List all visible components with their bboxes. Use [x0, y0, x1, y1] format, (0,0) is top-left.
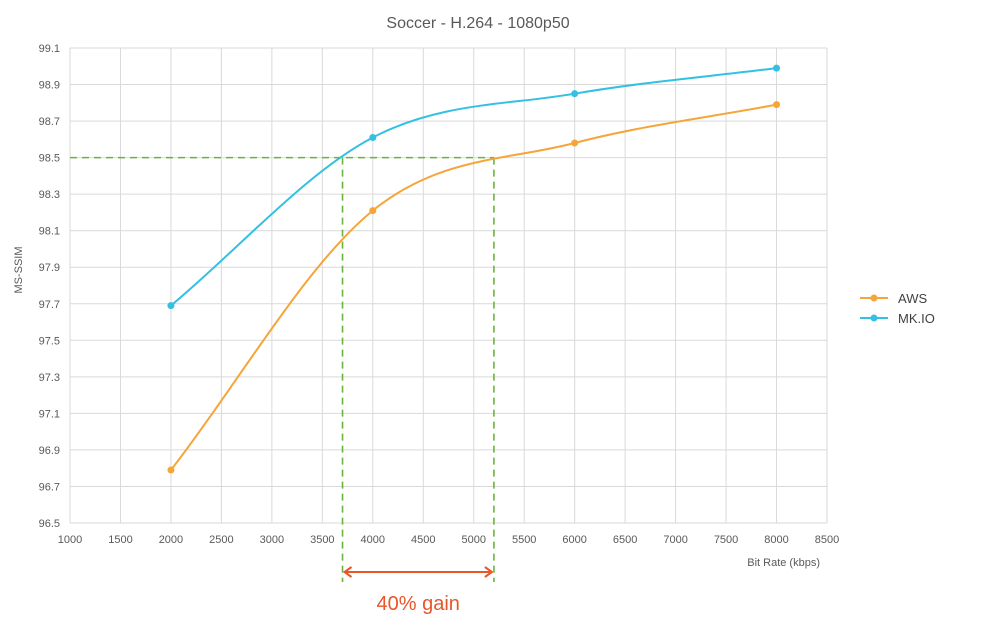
reference-lines: [70, 156, 495, 582]
series-line-mk-io: [170, 67, 777, 307]
data-point-aws: [167, 466, 175, 474]
legend: AWS MK.IO: [860, 291, 935, 326]
x-tick-label: 5000: [461, 534, 485, 546]
x-tick-label: 4000: [361, 534, 385, 546]
x-axis-label: Bit Rate (kbps): [747, 557, 820, 569]
y-tick-label: 99.1: [39, 43, 60, 55]
legend-label-aws: AWS: [898, 291, 927, 306]
y-tick-label: 97.9: [39, 262, 60, 274]
x-tick-label: 2500: [209, 534, 233, 546]
y-tick-label: 98.3: [39, 189, 60, 201]
y-tick-label: 97.7: [39, 299, 60, 311]
x-tick-label: 1500: [108, 534, 132, 546]
legend-marker-mk-io: [870, 314, 878, 322]
legend-label-mk-io: MK.IO: [898, 311, 935, 326]
y-tick-label: 97.3: [39, 372, 60, 384]
x-tick-label: 5500: [512, 534, 536, 546]
gain-arrow-head-right: [484, 566, 494, 578]
data-point-mk-io: [369, 134, 377, 142]
x-tick-label: 1000: [58, 534, 82, 546]
x-axis: 1000 1500 2000 2500 3000 3500 4000 4500 5000 5500…: [58, 534, 839, 546]
data-point-mk-io: [773, 64, 781, 72]
data-point-aws: [571, 139, 579, 147]
y-tick-label: 97.5: [39, 335, 60, 347]
x-tick-label: 2000: [159, 534, 183, 546]
x-tick-label: 7500: [714, 534, 738, 546]
gain-annotation-text: 40% gain: [377, 593, 460, 615]
x-tick-label: 4500: [411, 534, 435, 546]
series-line-aws: [170, 103, 777, 471]
chart-title: Soccer - H.264 - 1080p50: [386, 15, 569, 32]
gain-annotation: 40% gain: [342, 566, 494, 615]
y-axis: 96.5 96.7 96.9 97.1 97.3 97.5 97.7 97.9 98.1 98.3…: [39, 43, 60, 530]
x-tick-label: 3500: [310, 534, 334, 546]
gain-arrow-head-left: [342, 566, 353, 578]
legend-marker-aws: [870, 294, 878, 302]
y-tick-label: 96.9: [39, 445, 60, 457]
y-axis-label: MS-SSIM: [13, 246, 25, 293]
x-tick-label: 8500: [815, 534, 839, 546]
x-tick-label: 6000: [562, 534, 586, 546]
grid: [69, 47, 828, 524]
data-point-aws: [773, 101, 781, 109]
data-point-aws: [369, 207, 377, 215]
x-tick-label: 7000: [663, 534, 687, 546]
y-tick-label: 98.9: [39, 80, 60, 92]
y-tick-label: 98.5: [39, 153, 60, 165]
x-tick-label: 3000: [260, 534, 284, 546]
series: [167, 64, 781, 474]
y-tick-label: 98.1: [39, 226, 60, 238]
x-tick-label: 6500: [613, 534, 637, 546]
y-tick-label: 98.7: [39, 116, 60, 128]
data-point-mk-io: [571, 90, 579, 98]
x-tick-label: 8000: [764, 534, 788, 546]
y-tick-label: 97.1: [39, 408, 60, 420]
data-point-mk-io: [167, 302, 175, 310]
y-tick-label: 96.5: [39, 518, 60, 530]
y-tick-label: 96.7: [39, 481, 60, 493]
